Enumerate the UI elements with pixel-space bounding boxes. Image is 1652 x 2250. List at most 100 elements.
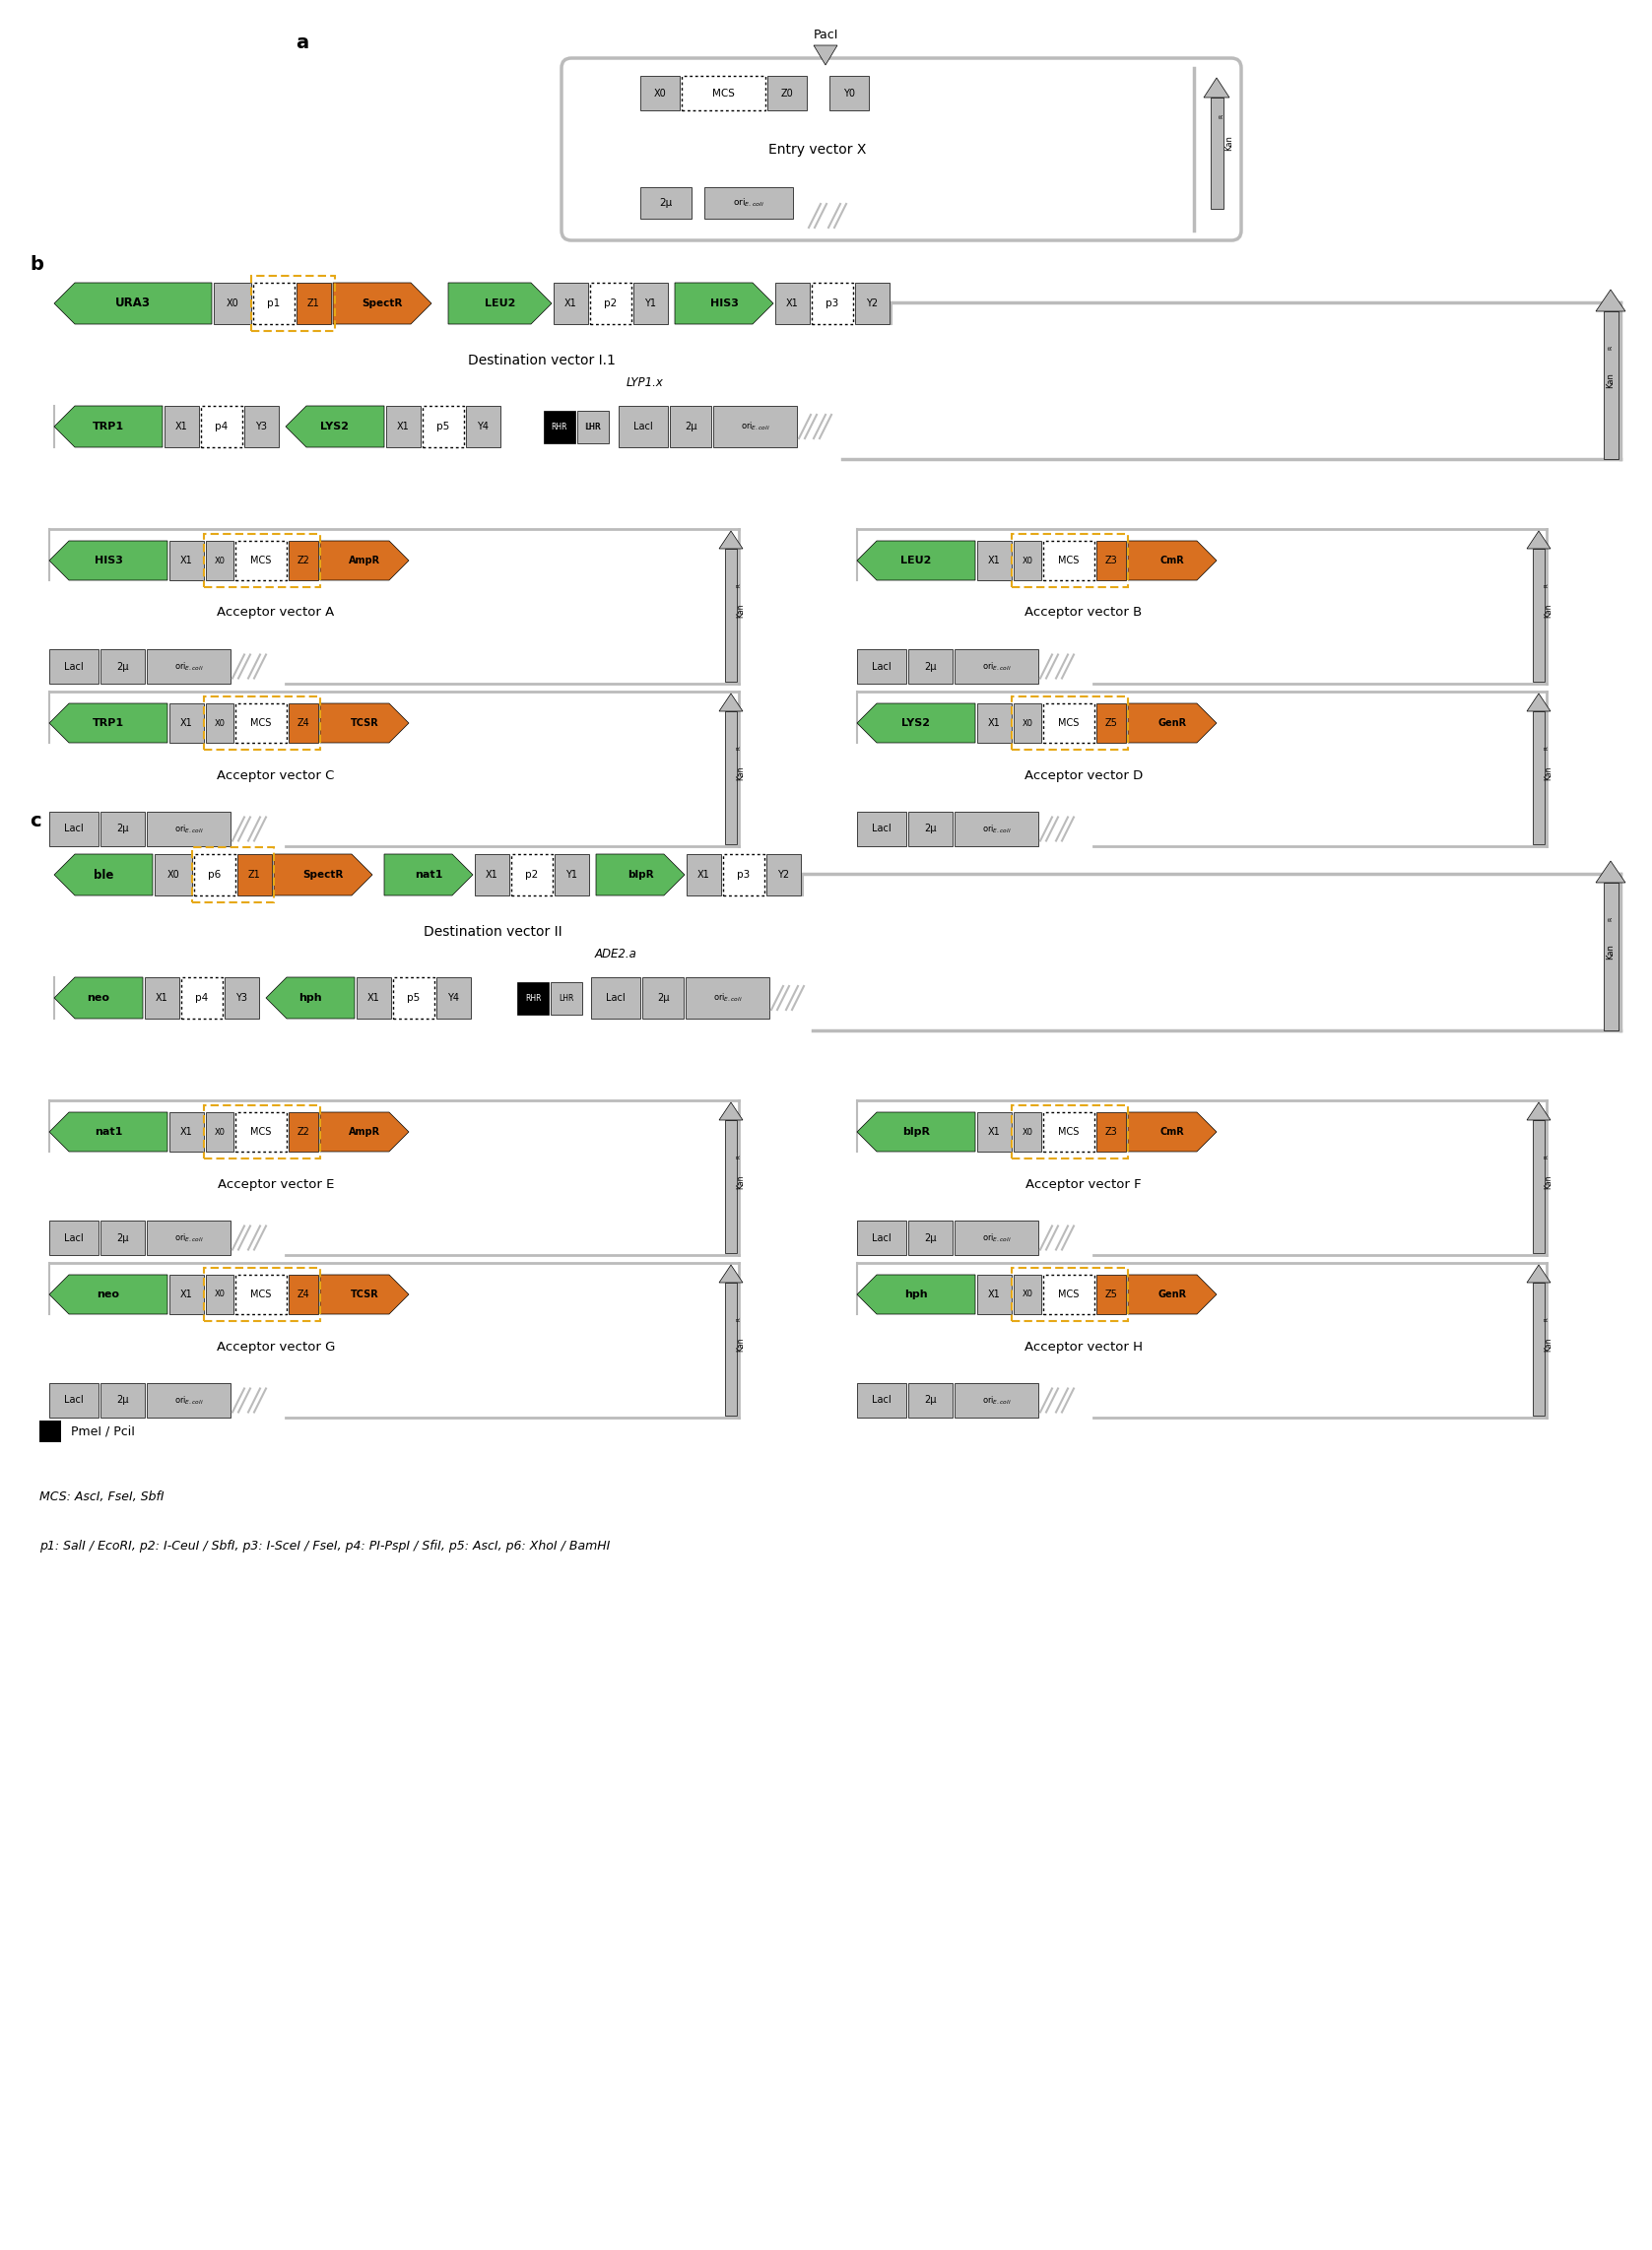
Bar [1042, 1112, 1094, 1152]
Bar [40, 1420, 61, 1442]
Text: Acceptor vector E: Acceptor vector E [218, 1177, 334, 1190]
Text: PmeI / PciI: PmeI / PciI [71, 1424, 135, 1438]
Bar [553, 284, 588, 324]
Bar [1211, 97, 1222, 209]
Bar [50, 650, 99, 684]
Text: R: R [735, 1154, 740, 1159]
Bar [909, 812, 953, 846]
Bar [101, 650, 145, 684]
Polygon shape [448, 284, 552, 324]
Text: MCS: AscI, FseI, SbfI: MCS: AscI, FseI, SbfI [40, 1490, 164, 1503]
Polygon shape [50, 1112, 167, 1152]
Text: p5: p5 [436, 421, 449, 432]
Text: Kan: Kan [1543, 603, 1553, 617]
Text: X1: X1 [786, 299, 800, 308]
Text: LacI: LacI [64, 824, 84, 835]
Bar [591, 976, 641, 1019]
Text: MCS: MCS [1059, 1127, 1079, 1136]
Text: p3: p3 [737, 871, 750, 880]
Bar [50, 1220, 99, 1256]
Polygon shape [857, 540, 975, 580]
Bar [577, 412, 610, 443]
Text: Acceptor vector H: Acceptor vector H [1024, 1341, 1143, 1352]
Text: 2μ: 2μ [923, 824, 937, 835]
Text: LacI: LacI [872, 1233, 892, 1242]
Text: LHR: LHR [558, 994, 573, 1004]
Text: ble: ble [94, 868, 114, 882]
Bar [811, 284, 852, 324]
Polygon shape [857, 704, 975, 742]
Text: X1: X1 [988, 718, 1001, 729]
Text: LYS2: LYS2 [320, 421, 349, 432]
Bar [724, 855, 765, 896]
Text: X0: X0 [167, 871, 180, 880]
Text: CmR: CmR [1160, 556, 1184, 565]
Bar [170, 1276, 203, 1314]
Bar [550, 983, 582, 1015]
Bar [510, 855, 553, 896]
Text: 2μ: 2μ [117, 662, 129, 670]
Polygon shape [320, 540, 408, 580]
Polygon shape [814, 45, 838, 65]
Bar [687, 855, 720, 896]
Polygon shape [719, 1265, 743, 1282]
Text: 2μ: 2μ [117, 824, 129, 835]
Text: p4: p4 [195, 992, 208, 1004]
Bar [147, 650, 231, 684]
Bar [206, 1276, 233, 1314]
Bar [633, 284, 667, 324]
Text: Y4: Y4 [448, 992, 459, 1004]
Bar [517, 983, 548, 1015]
Bar [1011, 1105, 1128, 1159]
Text: R: R [735, 583, 740, 587]
Bar [978, 1112, 1011, 1152]
Text: p2: p2 [525, 871, 539, 880]
Text: Destination vector II: Destination vector II [423, 925, 562, 938]
Bar [202, 405, 243, 448]
Text: 2μ: 2μ [923, 1233, 937, 1242]
Text: Y2: Y2 [866, 299, 879, 308]
Polygon shape [50, 1276, 167, 1314]
Bar [955, 650, 1039, 684]
Bar [955, 812, 1039, 846]
Bar [955, 1384, 1039, 1418]
Text: LEU2: LEU2 [900, 556, 932, 565]
Text: LacI: LacI [64, 1395, 84, 1406]
Text: Z3: Z3 [1105, 556, 1117, 565]
Bar [725, 549, 737, 682]
Polygon shape [719, 531, 743, 549]
Text: LacI: LacI [872, 1395, 892, 1406]
Polygon shape [320, 704, 408, 742]
Text: X1: X1 [988, 1127, 1001, 1136]
Bar [641, 187, 692, 218]
Bar [1042, 1276, 1094, 1314]
Polygon shape [1128, 1112, 1216, 1152]
Polygon shape [596, 855, 684, 896]
Bar [714, 405, 796, 448]
Bar [978, 540, 1011, 580]
Bar [170, 1112, 203, 1152]
Text: TRP1: TRP1 [93, 421, 124, 432]
Text: p1: SalI / EcoRI, p2: I-CeuI / SbfI, p3: I-SceI / FseI, p4: PI-PspI / SfiI, p5: : p1: SalI / EcoRI, p2: I-CeuI / SbfI, p3:… [40, 1539, 610, 1552]
Text: X0: X0 [654, 88, 666, 99]
Polygon shape [857, 1276, 975, 1314]
Bar [203, 698, 320, 749]
Bar [147, 1220, 231, 1256]
Text: Z1: Z1 [248, 871, 261, 880]
Polygon shape [1526, 1265, 1551, 1282]
Text: X1: X1 [180, 556, 193, 565]
Text: Y1: Y1 [644, 299, 656, 308]
Bar [206, 1112, 233, 1152]
Text: Y0: Y0 [843, 88, 856, 99]
Text: Kan: Kan [735, 765, 745, 781]
Text: Z1: Z1 [307, 299, 320, 308]
Text: Kan: Kan [1606, 374, 1616, 387]
Bar [978, 1276, 1011, 1314]
Bar [857, 1220, 907, 1256]
Bar [1097, 540, 1127, 580]
Text: ori$_{E. coli}$: ori$_{E. coli}$ [714, 992, 742, 1004]
Text: Kan: Kan [1543, 765, 1553, 781]
Text: PacI: PacI [813, 29, 838, 40]
Text: Z5: Z5 [1105, 718, 1117, 729]
Bar [289, 1276, 319, 1314]
